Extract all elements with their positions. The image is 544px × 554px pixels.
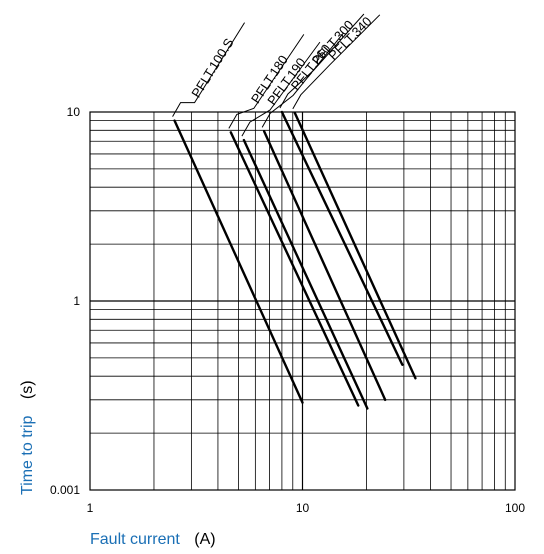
series-line (173, 119, 304, 404)
x-axis-label: Fault current (90, 531, 180, 548)
y-tick-label: 10 (67, 105, 81, 119)
x-tick-label: 1 (87, 501, 94, 515)
y-axis-unit: (s) (19, 380, 36, 399)
series-leader-line (292, 14, 381, 110)
series-leader-line (279, 13, 365, 109)
series-line (229, 131, 360, 407)
series-line (280, 110, 404, 366)
x-tick-label: 100 (505, 501, 525, 515)
y-axis-label: Time to trip (19, 415, 36, 495)
series-leader-line (172, 22, 245, 117)
series-line (242, 138, 369, 410)
plot-border (89, 111, 516, 491)
series-lines (173, 110, 417, 410)
y-tick-label: 1 (73, 294, 80, 308)
plot-frame (89, 111, 516, 491)
x-axis-unit: (A) (194, 531, 215, 548)
y-tick-label: 0.001 (50, 483, 80, 497)
series-line (262, 130, 387, 402)
series-label: PFLT.100.S (188, 35, 236, 100)
series-leader-line (241, 41, 321, 137)
series-line (293, 111, 417, 380)
x-axis-title: Fault current (A) (90, 531, 216, 548)
axis-ticks: 1 10 100 0.001 1 10 (50, 105, 525, 515)
series-leader-line (228, 34, 305, 129)
x-tick-label: 10 (296, 501, 310, 515)
chart-grid (90, 112, 515, 490)
series-labels: PFLT.100.S PFLT.180PFLT.190PFLT.260PFLT.3… (172, 13, 381, 137)
y-axis-title: Time to trip (s) (19, 380, 36, 495)
